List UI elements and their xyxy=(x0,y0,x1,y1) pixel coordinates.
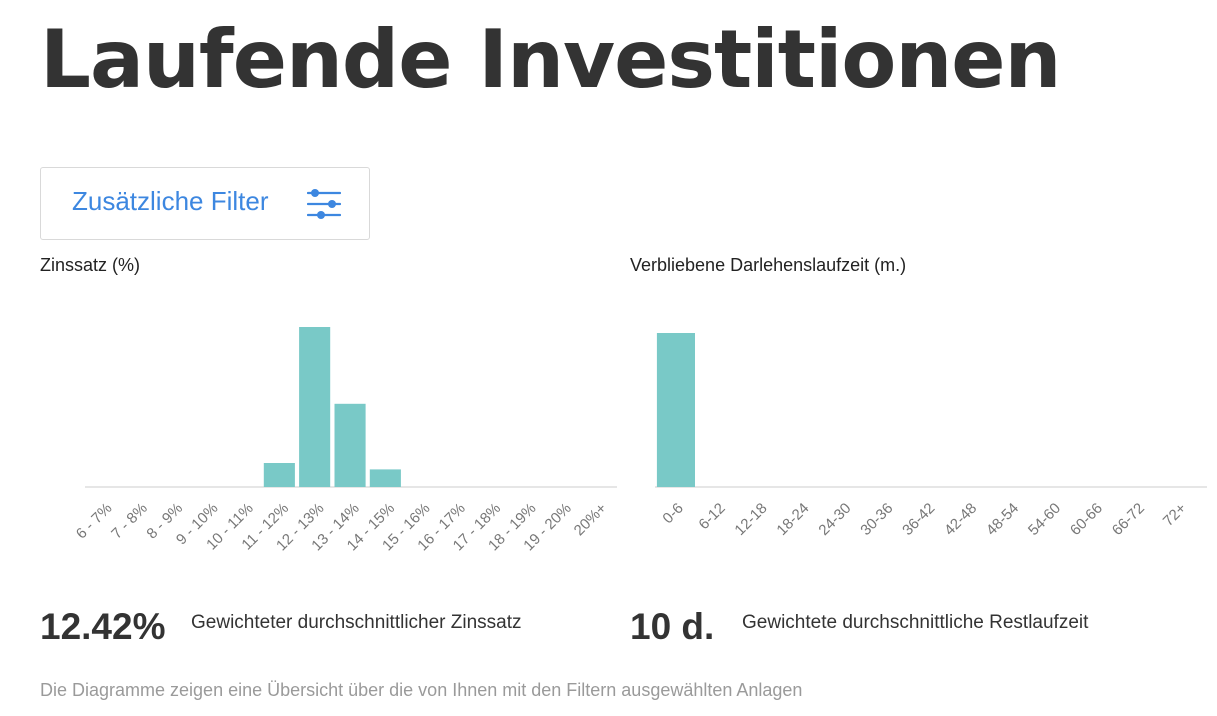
interest-rate-chart: 6 - 7%7 - 8%8 - 9%9 - 10%10 - 11%11 - 12… xyxy=(73,327,617,554)
bar-13 - 14% xyxy=(334,403,366,487)
additional-filters-button[interactable]: Zusätzliche Filter xyxy=(40,167,370,240)
x-tick-label: 24-30 xyxy=(815,500,854,539)
additional-filters-label: Zusätzliche Filter xyxy=(72,186,269,216)
bar-12 - 13% xyxy=(299,327,331,487)
interest-chart-title: Zinssatz (%) xyxy=(40,255,141,275)
x-tick-label: 36-42 xyxy=(899,500,938,539)
x-tick-label: 48-54 xyxy=(983,500,1022,539)
bar-14 - 15% xyxy=(369,469,401,487)
x-tick-label: 20%+ xyxy=(571,500,611,540)
x-tick-label: 66-72 xyxy=(1109,500,1148,539)
bar-11 - 12% xyxy=(263,463,295,487)
avg-interest-label: Gewichteter durchschnittlicher Zinssatz xyxy=(191,612,522,633)
x-tick-label: 42-48 xyxy=(941,500,980,539)
x-tick-label: 6-12 xyxy=(695,500,728,533)
x-tick-label: 6 - 7% xyxy=(73,500,116,543)
x-tick-label: 18-24 xyxy=(773,500,812,539)
x-tick-label: 60-66 xyxy=(1067,500,1106,539)
remaining-term-chart: 0-6 6-12 12-18 18-24 24-30 30-36 36-42 42-48 48-… xyxy=(655,333,1207,539)
x-tick-label: 12-18 xyxy=(731,500,770,539)
x-tick-label: 0-6 xyxy=(659,500,686,527)
bar-0-6 xyxy=(656,333,695,487)
avg-interest-value: 12.42% xyxy=(40,606,166,647)
charts-footnote: Die Diagramme zeigen eine Übersicht über… xyxy=(40,680,803,700)
avg-term-value: 10 d. xyxy=(630,606,715,647)
x-tick-label: 54-60 xyxy=(1025,500,1064,539)
term-chart-title: Verbliebene Darlehenslaufzeit (m.) xyxy=(630,255,907,275)
x-tick-label: 30-36 xyxy=(857,500,896,539)
sliders-icon xyxy=(306,187,342,221)
avg-term-label: Gewichtete durchschnittliche Restlaufzei… xyxy=(742,612,1089,633)
x-tick-label: 7 - 8% xyxy=(108,500,151,543)
x-tick-label: 72+ xyxy=(1160,500,1190,530)
page-title: Laufende Investitionen xyxy=(40,13,1061,106)
